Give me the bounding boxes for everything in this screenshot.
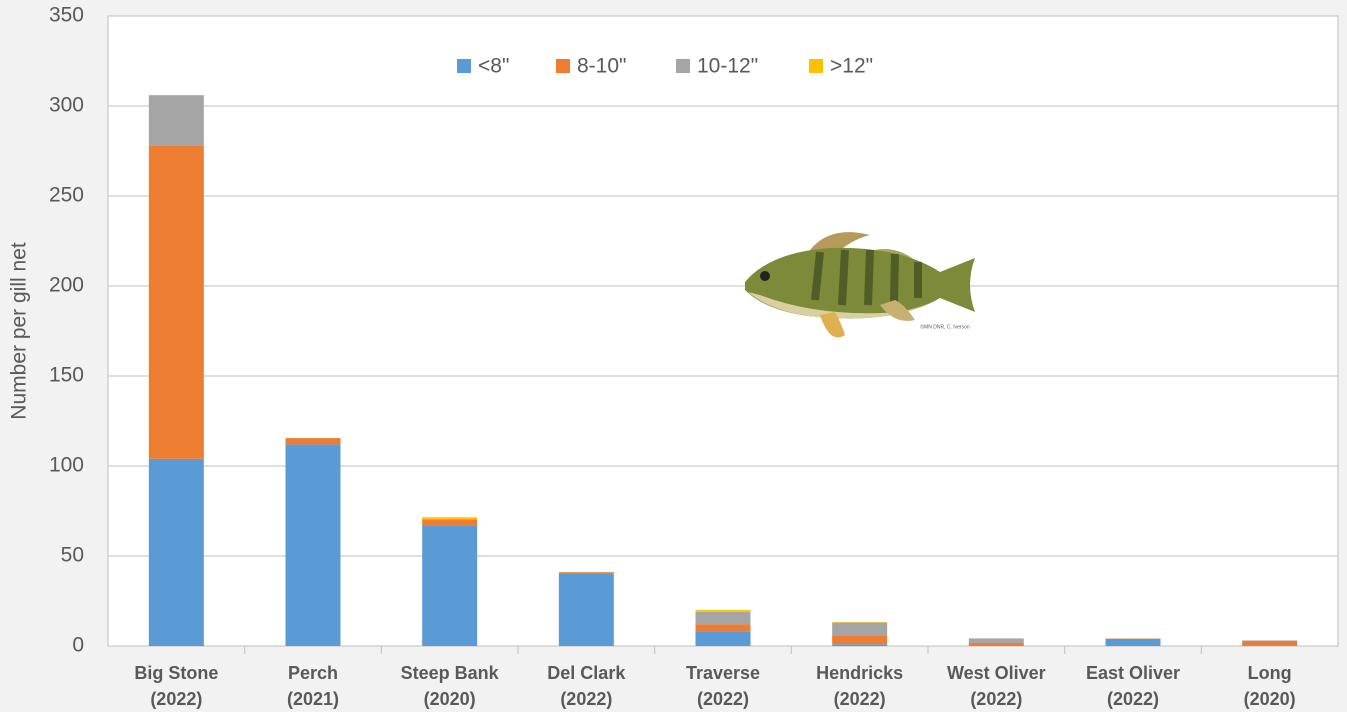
x-tick-label: (2022): [560, 689, 612, 709]
x-tick-label: (2022): [834, 689, 886, 709]
bar-segment: [1242, 640, 1298, 641]
bar-segment: [422, 519, 478, 520]
legend-swatch: [556, 59, 570, 73]
bar-segment: [422, 525, 478, 646]
bar-segment: [968, 638, 1024, 643]
fish-illustration: [745, 232, 975, 338]
x-tick-label: (2022): [150, 689, 202, 709]
legend-label: 8-10": [577, 55, 627, 78]
image-credit: ©MN DNR, C. Iverson: [920, 323, 969, 330]
x-tick-label: Perch: [288, 663, 338, 683]
legend-label: 10-12": [697, 55, 758, 78]
legend-label: <8": [478, 55, 509, 78]
y-tick-label: 100: [49, 454, 84, 477]
y-axis-label: Number per gill net: [8, 242, 31, 420]
bar-segment: [285, 438, 341, 445]
x-tick-label: (2021): [287, 689, 339, 709]
bar-segment: [422, 520, 478, 526]
legend-swatch: [809, 59, 823, 73]
bar-segment: [1105, 638, 1161, 646]
bar-segment: [832, 644, 888, 646]
bar-segment: [832, 635, 888, 645]
legend-swatch: [676, 59, 690, 73]
bar-segment: [148, 458, 204, 646]
x-tick-label: Steep Bank: [401, 663, 500, 683]
bar-segment: [1242, 645, 1298, 646]
x-tick-label: (2022): [970, 689, 1022, 709]
y-tick-label: 300: [49, 94, 84, 117]
legend-swatch: [457, 59, 471, 73]
bar-segment: [695, 610, 751, 612]
legend-label: >12": [830, 55, 873, 78]
x-tick-label: (2020): [1244, 689, 1296, 709]
y-tick-label: 250: [49, 184, 84, 207]
y-tick-label: 150: [49, 364, 84, 387]
x-tick-label: East Oliver: [1086, 663, 1180, 683]
bar-segment: [148, 95, 204, 146]
bar-segment: [832, 622, 888, 623]
bar-segment: [422, 517, 478, 520]
x-tick-label: (2022): [697, 689, 749, 709]
x-tick-label: Traverse: [686, 663, 760, 683]
x-tick-label: Del Clark: [547, 663, 626, 683]
y-tick-label: 350: [49, 4, 84, 27]
bar-segment: [285, 444, 341, 646]
x-tick-label: (2020): [424, 689, 476, 709]
bar-segment: [968, 642, 1024, 646]
x-tick-label: Long: [1248, 663, 1292, 683]
bar-segment: [1242, 640, 1298, 646]
bar-segment: [695, 611, 751, 625]
x-tick-label: Hendricks: [816, 663, 903, 683]
bar-segment: [148, 145, 204, 459]
bar-segment: [832, 622, 888, 636]
y-tick-label: 200: [49, 274, 84, 297]
bar-segment: [695, 631, 751, 646]
y-tick-label: 50: [61, 544, 84, 567]
y-tick-label: 0: [72, 634, 84, 657]
bar-segment: [558, 573, 614, 646]
x-tick-label: Big Stone: [134, 663, 218, 683]
x-tick-label: West Oliver: [947, 663, 1046, 683]
bar-segment: [695, 624, 751, 632]
x-tick-label: (2022): [1107, 689, 1159, 709]
bar-segment: [558, 572, 614, 574]
